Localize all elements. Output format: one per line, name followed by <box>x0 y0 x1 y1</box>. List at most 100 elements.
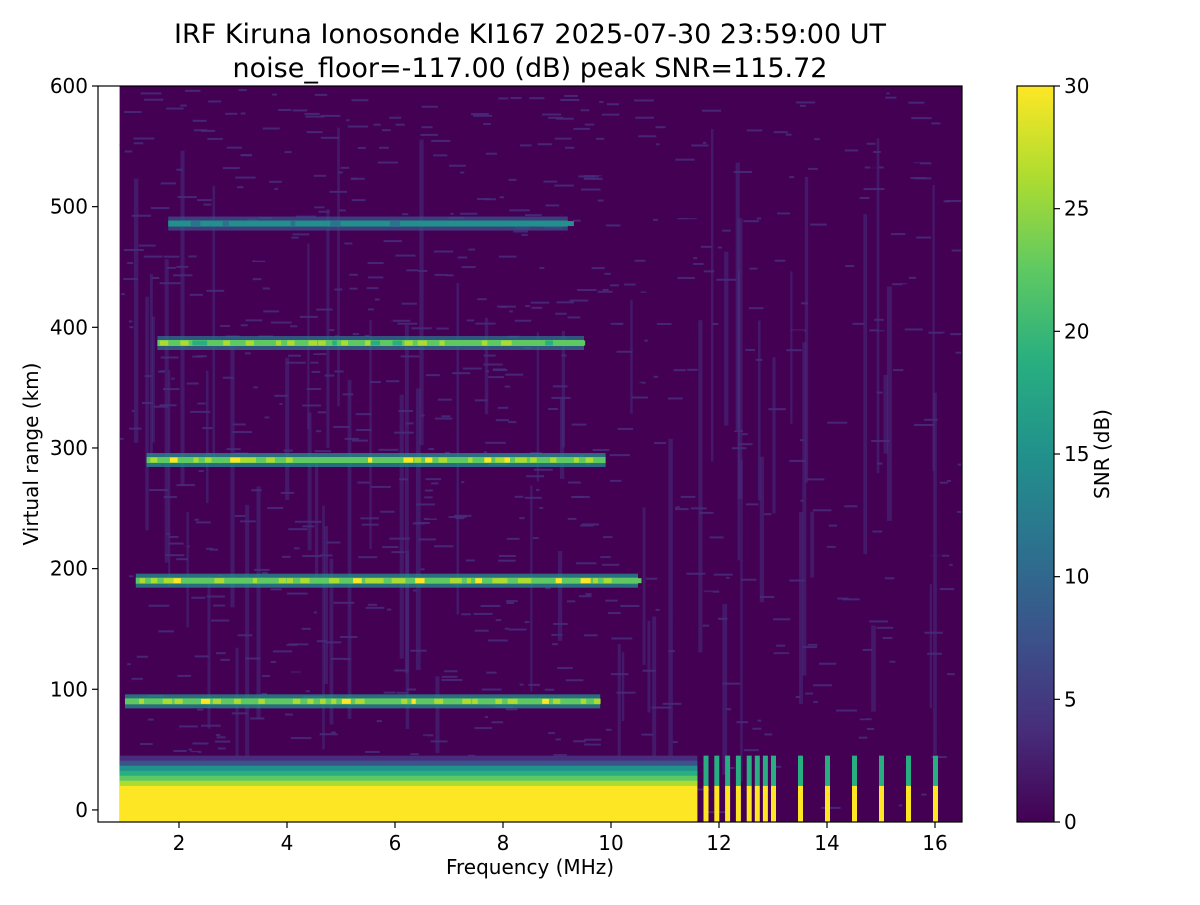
noise-cell <box>898 804 903 807</box>
noise-cell <box>678 373 688 376</box>
noise-cell <box>859 196 870 199</box>
noise-cell <box>941 792 957 795</box>
noise-cell <box>448 164 466 167</box>
noise-cell <box>942 469 950 472</box>
echo-peak <box>401 698 408 704</box>
echo-peak <box>362 221 373 227</box>
noise-cell <box>822 408 834 411</box>
streak-cell <box>698 320 703 653</box>
echo-peak <box>190 698 196 704</box>
noise-cell <box>218 368 224 371</box>
noise-cell <box>827 421 848 424</box>
noise-cell <box>909 576 914 579</box>
streak-cell <box>810 511 815 578</box>
streak-cell <box>256 486 261 719</box>
noise-cell <box>491 721 504 724</box>
noise-cell <box>474 647 496 650</box>
noise-cell <box>434 273 448 276</box>
noise-cell <box>147 718 154 721</box>
noise-cell <box>870 166 879 169</box>
echo-peak <box>459 340 471 346</box>
noise-cell <box>580 586 596 589</box>
noise-cell <box>641 733 654 736</box>
channel-fade <box>714 755 720 786</box>
noise-cell <box>216 652 226 655</box>
noise-cell <box>814 138 820 141</box>
channel-bar <box>852 785 857 822</box>
noise-cell <box>773 178 777 181</box>
noise-cell <box>576 228 587 231</box>
noise-cell <box>789 459 806 462</box>
echo-peak <box>535 340 547 346</box>
echo-peak <box>391 578 402 584</box>
noise-cell <box>921 784 938 787</box>
noise-cell <box>910 313 916 316</box>
echo-peak <box>151 698 163 704</box>
channel-bar <box>933 785 938 822</box>
noise-cell <box>717 147 730 150</box>
noise-cell <box>743 800 750 803</box>
echo-peak <box>353 340 365 346</box>
echo-peak <box>127 698 134 704</box>
noise-cell <box>703 590 720 593</box>
noise-cell <box>943 200 950 203</box>
noise-cell <box>198 470 204 473</box>
noise-cell <box>378 146 389 149</box>
noise-cell <box>674 615 690 618</box>
noise-cell <box>513 230 528 233</box>
noise-cell <box>148 604 170 607</box>
noise-cell <box>344 242 353 245</box>
noise-cell <box>143 98 164 101</box>
noise-cell <box>153 405 169 408</box>
noise-cell <box>455 517 464 520</box>
echo-peak <box>550 457 557 463</box>
noise-cell <box>601 113 620 116</box>
noise-cell <box>591 237 601 240</box>
noise-cell <box>306 131 323 134</box>
colorbar-ticks: 0 5 10 15 20 25 30 <box>1054 74 1089 834</box>
streak-cell <box>419 139 424 446</box>
noise-cell <box>168 542 184 545</box>
noise-cell <box>241 400 247 403</box>
noise-cell <box>680 495 696 498</box>
noise-cell <box>807 493 814 496</box>
noise-cell <box>488 376 505 379</box>
noise-cell <box>547 495 558 498</box>
noise-cell <box>642 468 661 471</box>
echo-peak <box>459 221 467 227</box>
noise-cell <box>364 750 380 753</box>
noise-cell <box>131 677 143 680</box>
noise-cell <box>505 373 524 376</box>
echo-peak <box>451 221 461 227</box>
noise-cell <box>822 465 832 468</box>
noise-cell <box>953 571 960 574</box>
echo-peak <box>169 457 178 463</box>
noise-cell <box>955 351 962 354</box>
echo-peak <box>424 578 436 584</box>
echo-peak <box>283 698 288 704</box>
noise-cell <box>358 556 378 559</box>
noise-cell <box>939 106 947 109</box>
x-tick-label: 4 <box>281 831 294 855</box>
echo-peak <box>456 457 468 463</box>
noise-cell <box>852 526 871 529</box>
noise-cell <box>661 565 669 568</box>
echo-peak <box>426 340 434 346</box>
noise-cell <box>483 451 488 454</box>
streak-cell <box>207 575 211 729</box>
echo-peak <box>553 340 562 346</box>
noise-cell <box>602 536 613 539</box>
noise-cell <box>554 137 572 140</box>
noise-cell <box>505 708 518 711</box>
noise-cell <box>768 408 786 411</box>
noise-cell <box>812 684 833 687</box>
noise-cell <box>913 423 935 426</box>
noise-cell <box>817 361 823 364</box>
streak-cell <box>329 558 334 725</box>
noise-cell <box>423 517 437 520</box>
noise-cell <box>419 170 431 173</box>
noise-cell <box>743 422 756 425</box>
noise-cell <box>425 478 442 481</box>
noise-cell <box>786 386 792 389</box>
noise-cell <box>431 139 451 142</box>
